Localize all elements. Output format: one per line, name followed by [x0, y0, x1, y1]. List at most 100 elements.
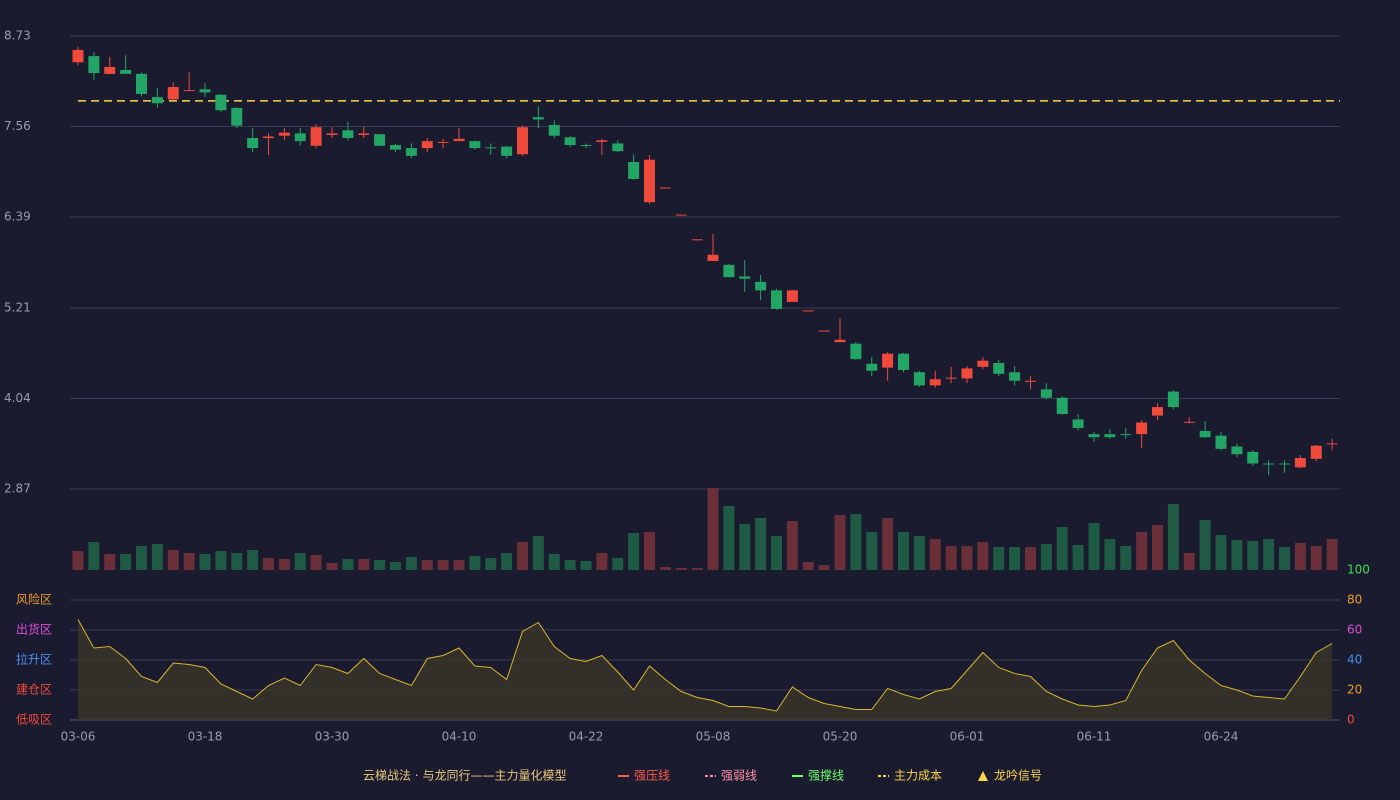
y2-tick-label: 100: [1347, 563, 1370, 577]
candle-body: [644, 159, 655, 203]
volume-bar: [199, 554, 211, 570]
volume-bar: [723, 506, 735, 570]
candle-body: [517, 127, 528, 155]
legend-label: 强压线: [634, 769, 670, 783]
candle-body: [564, 137, 576, 145]
volume-bar: [596, 553, 608, 570]
candle-body: [913, 372, 925, 386]
y-tick-label: 7.56: [4, 119, 31, 133]
volume-bar: [929, 539, 941, 570]
volume-bar: [993, 547, 1005, 570]
x-tick-label: 05-20: [823, 730, 858, 744]
volume-bar: [532, 536, 544, 570]
candle-body: [929, 379, 941, 386]
volume-bar: [1199, 520, 1211, 570]
x-tick-label: 03-06: [61, 730, 96, 744]
volume-bar: [263, 558, 274, 570]
candle-body: [405, 148, 417, 156]
y2-tick-label: 20: [1347, 683, 1362, 697]
volume-bar: [755, 518, 767, 570]
volume-bar: [104, 554, 116, 570]
volume-bar: [866, 532, 878, 570]
candle-body: [1279, 463, 1290, 465]
candle-body: [532, 117, 544, 120]
legend-title: 云梯战法 · 与龙同行——主力量化模型: [363, 769, 566, 783]
volume-bar: [945, 546, 957, 570]
candle-body: [1120, 434, 1132, 436]
volume-bar: [1072, 545, 1084, 570]
legend-marker: [978, 771, 988, 781]
volume-bar: [961, 546, 973, 570]
volume-bar: [1088, 523, 1100, 570]
candle-body: [485, 147, 497, 149]
y2-tick-label: 0: [1347, 713, 1355, 727]
candle-body: [1072, 419, 1084, 428]
candle-body: [1326, 443, 1338, 445]
candle-body: [945, 377, 957, 379]
candle-body: [596, 140, 608, 142]
candle-body: [136, 73, 147, 94]
candle-body: [342, 130, 354, 139]
y-tick-label: 4.04: [4, 391, 31, 405]
volume-bar: [802, 562, 814, 570]
volume-bar: [358, 559, 370, 570]
volume-bar: [1025, 547, 1036, 570]
volume-bar: [548, 554, 560, 570]
legend-label: 强弱线: [721, 769, 757, 783]
candle-body: [866, 363, 878, 371]
candle-body: [834, 339, 846, 343]
volume-bar: [342, 559, 354, 570]
volume-bar: [247, 550, 259, 570]
candle-body: [215, 94, 227, 111]
volume-bar: [1152, 525, 1163, 570]
volume-bar: [818, 565, 830, 570]
candle-body: [1009, 372, 1021, 381]
y-tick-label: 8.73: [4, 29, 31, 43]
candle-body: [1294, 458, 1306, 468]
zone-label: 建仓区: [16, 683, 52, 697]
candle-body: [120, 70, 132, 74]
volume-bar: [882, 518, 894, 570]
volume-bar: [437, 560, 449, 570]
volume-bar: [1136, 532, 1148, 570]
candle-body: [358, 133, 370, 135]
candle-body: [1310, 445, 1322, 459]
volume-bar: [1279, 547, 1290, 570]
candle-body: [151, 97, 163, 104]
candle-body: [548, 124, 560, 136]
candle-body: [1025, 380, 1036, 382]
candle-body: [1231, 446, 1243, 455]
candle-body: [675, 214, 687, 216]
x-tick-label: 03-18: [188, 730, 223, 744]
candle-body: [1183, 421, 1195, 423]
y2-tick-label: 40: [1347, 653, 1362, 667]
volume-bar: [659, 567, 671, 570]
candle-body: [691, 239, 703, 241]
volume-bar: [1009, 547, 1021, 570]
volume-bar: [167, 550, 179, 570]
volume-bar: [628, 533, 640, 570]
y2-tick-label: 80: [1347, 593, 1362, 607]
volume-bar: [691, 568, 703, 570]
volume-bar: [183, 553, 195, 570]
candle-body: [723, 264, 735, 278]
volume-bar: [215, 551, 227, 570]
volume-bar: [469, 556, 481, 570]
candle-body: [453, 138, 465, 142]
candle-body: [390, 144, 401, 150]
volume-bar: [231, 553, 243, 570]
candle-body: [1167, 391, 1179, 408]
candle-body: [294, 133, 306, 142]
candle-body: [882, 353, 894, 368]
candle-body: [278, 132, 290, 136]
volume-bar: [612, 558, 624, 570]
volume-bar: [485, 558, 497, 570]
candle-body: [1152, 407, 1163, 416]
volume-bar: [1183, 553, 1195, 570]
x-tick-label: 05-08: [696, 730, 731, 744]
volume-bar: [580, 561, 592, 570]
candle-body: [707, 254, 719, 261]
candle-body: [961, 368, 973, 379]
volume-bar: [390, 562, 401, 570]
